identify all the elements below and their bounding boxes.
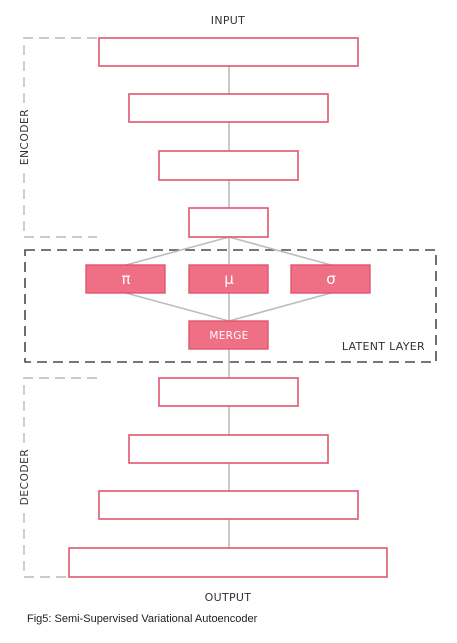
- merge-label: MERGE: [209, 330, 248, 342]
- latent-layer-frame: [24, 249, 437, 363]
- encoder-layer-4: [188, 207, 269, 238]
- connector-sigma-merge: [228, 292, 332, 322]
- decoder-layers: [68, 377, 388, 578]
- connector-enc-4-sigma: [228, 236, 332, 266]
- decoder-layer-3: [98, 490, 359, 520]
- latent-param-pi: π: [121, 270, 130, 288]
- latent-nodes: π μ σ: [85, 264, 371, 294]
- output-label: OUTPUT: [205, 591, 252, 604]
- merge-node: [188, 320, 269, 350]
- encoder-layer-1: [98, 37, 359, 67]
- encoder-layers: [98, 37, 359, 238]
- latent-param-sigma: σ: [326, 270, 336, 288]
- connectors: [125, 66, 332, 548]
- connector-pi-merge: [125, 292, 230, 322]
- input-label: INPUT: [211, 14, 245, 27]
- encoder-layer-3: [158, 150, 299, 181]
- decoder-layer-2: [128, 434, 329, 464]
- latent-node-pi: [85, 264, 166, 294]
- encoder-frame: [23, 37, 97, 238]
- encoder-label-group: ENCODER: [18, 107, 31, 167]
- decoder-label: DECODER: [19, 449, 31, 506]
- latent-node-mu: [188, 264, 269, 294]
- figure-caption: Fig5: Semi-Supervised Variational Autoen…: [27, 613, 258, 625]
- decoder-label-group: DECODER: [18, 447, 31, 507]
- latent-param-mu: μ: [224, 270, 234, 288]
- connector-enc-4-pi: [125, 236, 230, 266]
- decoder-layer-1: [158, 377, 299, 407]
- encoder-layer-2: [128, 93, 329, 123]
- decoder-frame: [23, 377, 97, 578]
- latent-layer-label: LATENT LAYER: [342, 340, 425, 353]
- latent-node-sigma: [290, 264, 371, 294]
- decoder-layer-4: [68, 547, 388, 578]
- merge-node-group: MERGE: [188, 320, 269, 350]
- encoder-label: ENCODER: [19, 109, 31, 165]
